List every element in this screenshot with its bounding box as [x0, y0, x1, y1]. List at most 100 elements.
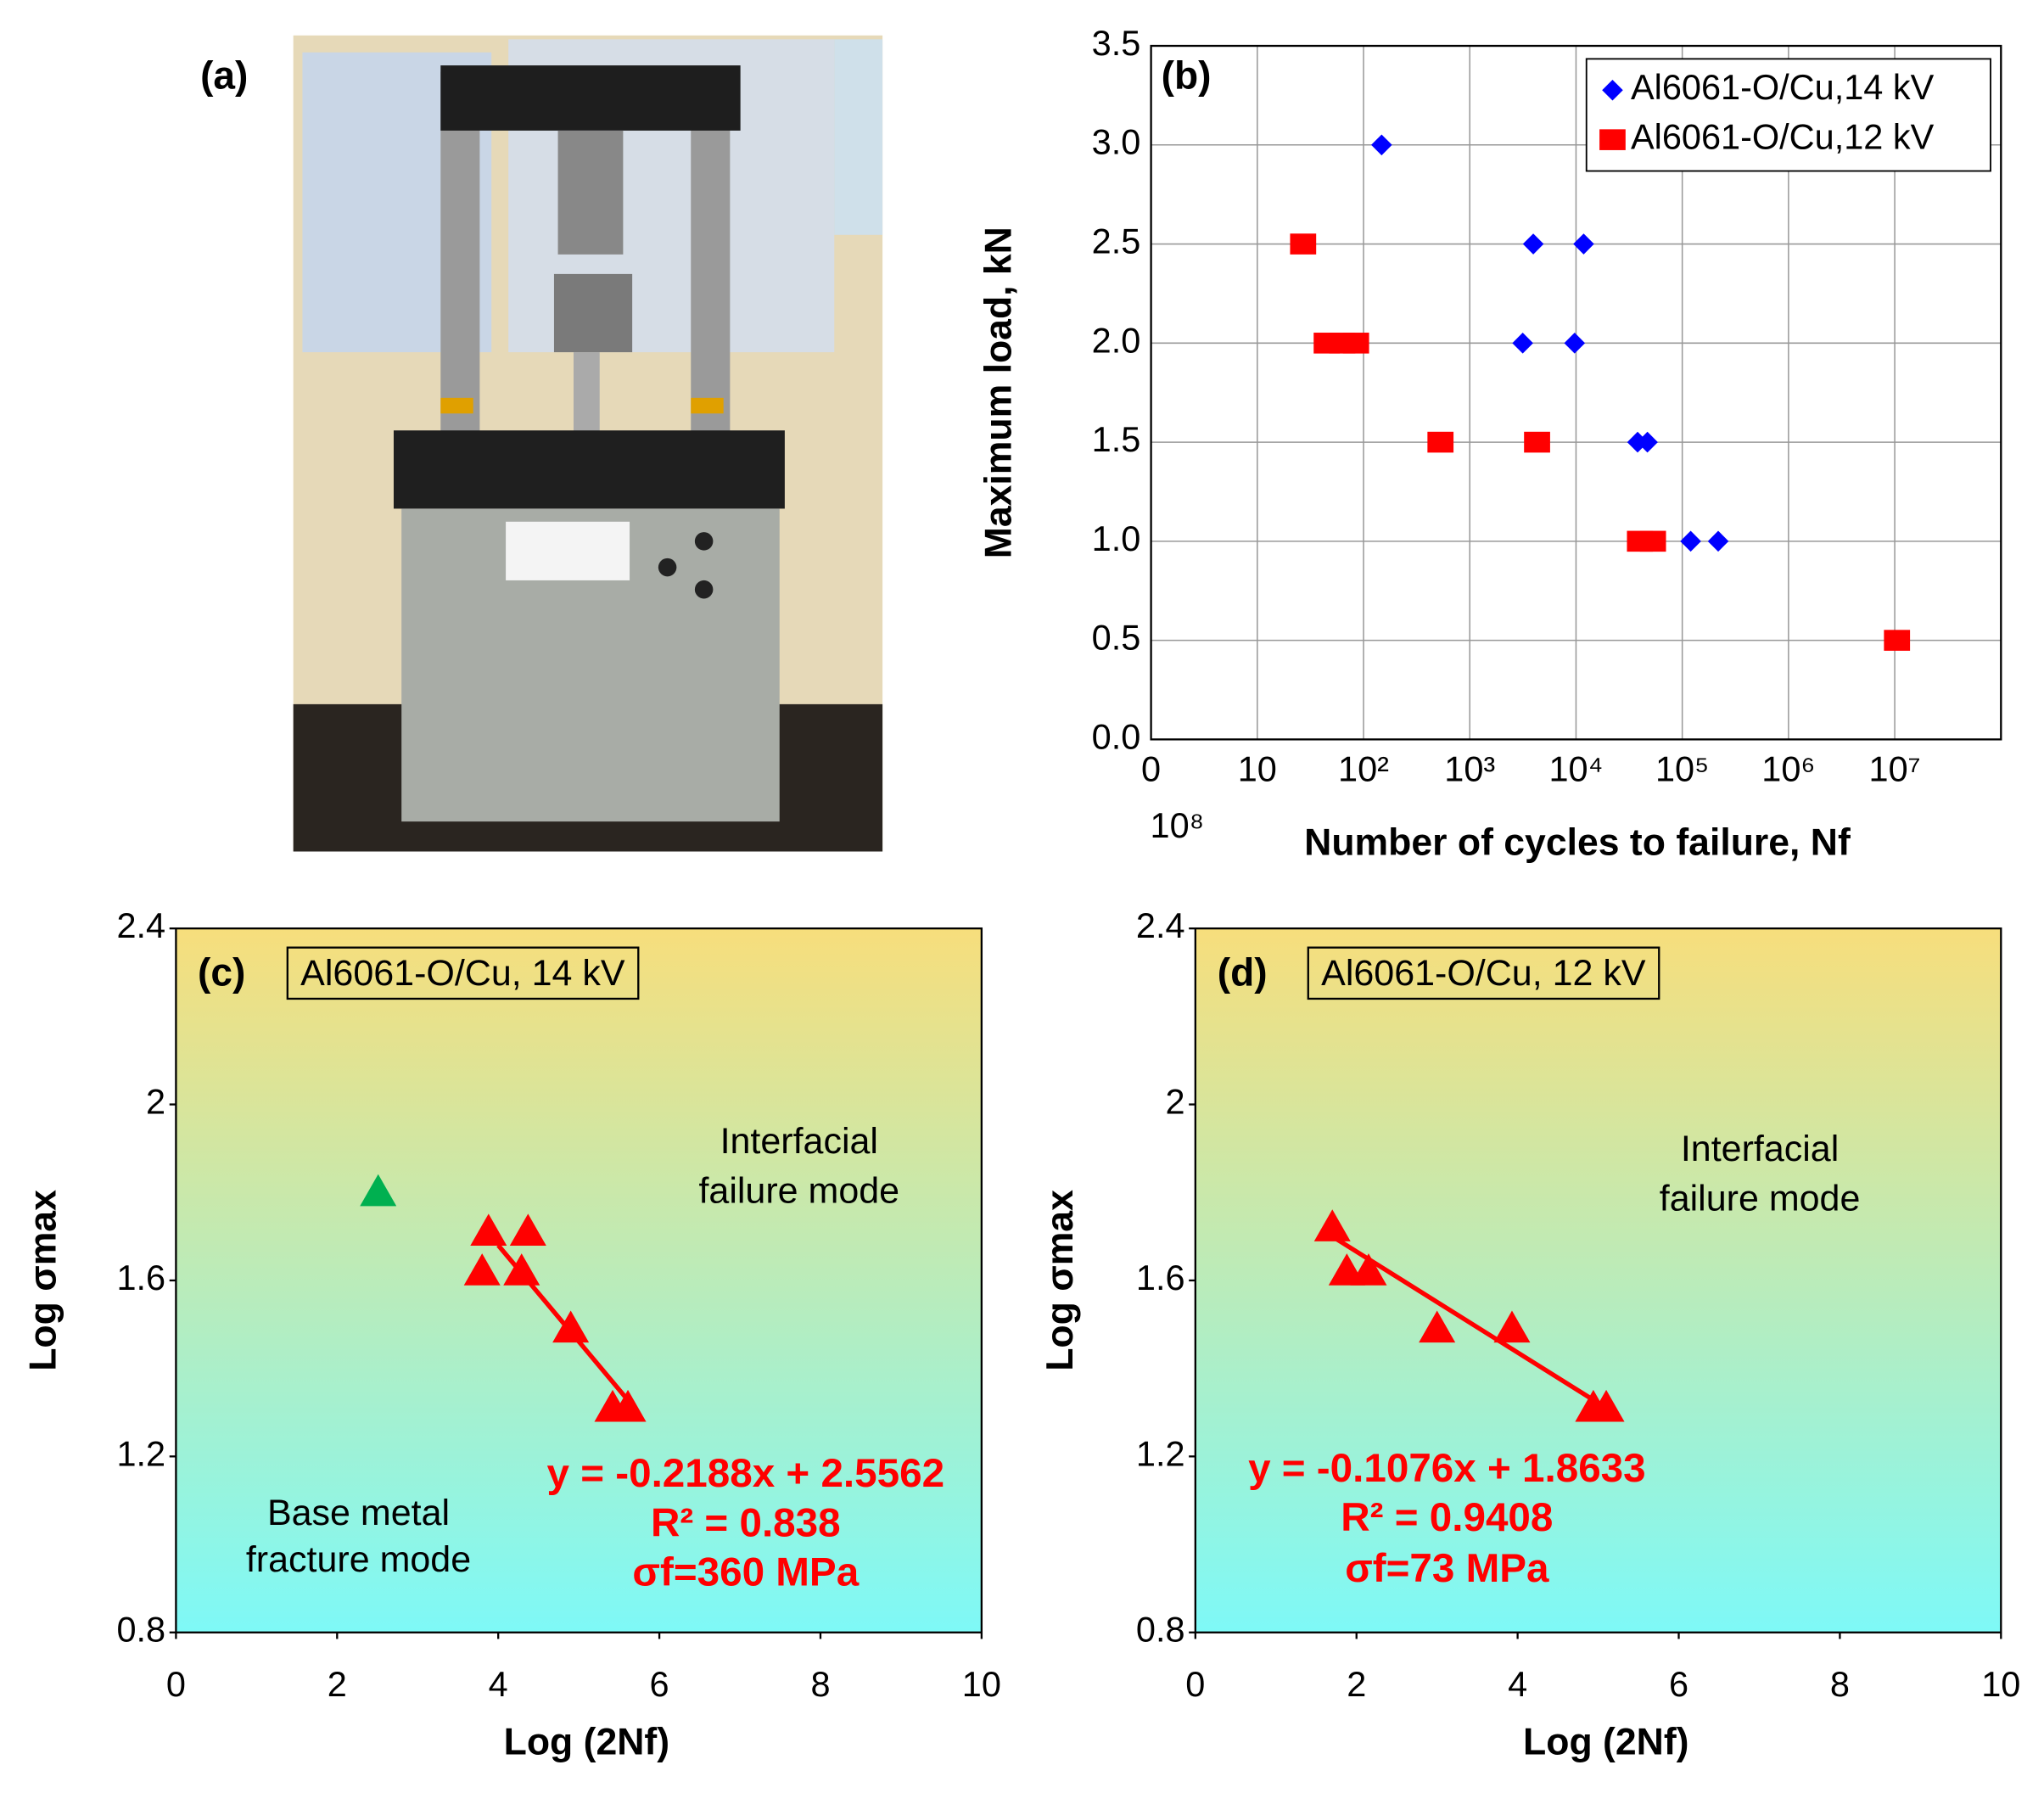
y-tick-label: 0.0: [1092, 716, 1141, 756]
point: [1350, 1253, 1387, 1286]
x-tick-label: 10⁵: [1655, 749, 1709, 789]
x-tick-label: 0: [166, 1664, 186, 1704]
x-tick-label: 10: [962, 1664, 1001, 1704]
point: [1639, 530, 1666, 552]
y-tick-label: 0.8: [1136, 1610, 1185, 1650]
equation: y = -0.2188x + 2.5562: [547, 1451, 945, 1496]
point: [1313, 1209, 1351, 1241]
x-tick-label: 10²: [1338, 749, 1389, 789]
annotation: (d): [1218, 950, 1268, 995]
annotation: Interfacial: [720, 1121, 878, 1162]
y-tick-label: 2: [1165, 1082, 1184, 1122]
annotation: Base metal: [267, 1493, 450, 1533]
legend-label: Al6061-O/Cu,12 kV: [1631, 117, 1935, 157]
label-box: [286, 946, 640, 1000]
y-tick-label: 1.2: [1136, 1433, 1185, 1473]
legend-box: [1585, 58, 1991, 172]
y-tick-label: 2: [146, 1082, 165, 1122]
point: [1522, 233, 1544, 255]
x-tick-label: 2: [1347, 1664, 1366, 1704]
point: [1342, 333, 1369, 354]
y-tick-label: 2.5: [1092, 221, 1141, 261]
point: [1371, 134, 1392, 156]
point: [1524, 431, 1550, 453]
x-axis-label: Log (2Nf): [504, 1722, 669, 1763]
point: [609, 1389, 647, 1422]
point: [360, 1174, 397, 1207]
x-tick-label: 0: [1185, 1664, 1205, 1704]
annotation: failure mode: [1660, 1179, 1861, 1219]
x-axis-label: Number of cycles to failure, Nf: [1304, 822, 1851, 864]
point: [552, 1310, 590, 1343]
point: [1290, 233, 1317, 255]
x-tick-label: 10³: [1444, 749, 1495, 789]
point: [1573, 233, 1594, 255]
point: [463, 1253, 501, 1286]
legend-marker: [1602, 79, 1623, 101]
y-tick-label: 1.2: [116, 1433, 165, 1473]
x-tick-label: 10⁴: [1548, 749, 1603, 789]
label-box: [1307, 946, 1660, 1000]
y-axis-label: Log σmax: [1039, 1190, 1081, 1371]
y-tick-label: 0.5: [1092, 618, 1141, 658]
annotation: failure mode: [698, 1170, 899, 1211]
x-tick-label: 10⁶: [1761, 749, 1815, 789]
x-tick-label: 4: [489, 1664, 508, 1704]
point: [1564, 333, 1586, 354]
x-tick-label: 2: [328, 1664, 347, 1704]
x-tick-label: 8: [1830, 1664, 1850, 1704]
equation: R² = 0.838: [651, 1500, 841, 1545]
annotation: Al6061-O/Cu, 14 kV: [300, 953, 625, 994]
x-tick-label: 0: [1141, 749, 1161, 789]
equation: y = -0.1076x + 1.8633: [1248, 1446, 1646, 1491]
y-tick-label: 3.0: [1092, 122, 1141, 162]
x-tick-label: 6: [1669, 1664, 1688, 1704]
y-tick-label: 0.8: [116, 1610, 165, 1650]
equation: σf=73 MPa: [1345, 1546, 1549, 1591]
fit-line: [1330, 1234, 1608, 1410]
panel-label: (a): [200, 53, 248, 98]
annotation: fracture mode: [246, 1539, 471, 1580]
y-tick-label: 2.0: [1092, 320, 1141, 360]
y-axis-label: Maximum load, kN: [978, 227, 1020, 558]
annotation: (c): [198, 950, 245, 995]
plot-area: [1195, 928, 2002, 1633]
legend-marker: [1599, 129, 1626, 150]
legend-label: Al6061-O/Cu,14 kV: [1631, 67, 1935, 107]
y-axis-label: Log σmax: [23, 1190, 64, 1371]
point: [1884, 630, 1911, 651]
x-tick-label: 10: [1238, 749, 1277, 789]
x-tick-label: 10⁷: [1869, 749, 1921, 789]
y-tick-label: 2.4: [116, 905, 165, 945]
x-axis-label: Log (2Nf): [1523, 1722, 1688, 1763]
y-tick-label: 1.6: [1136, 1258, 1185, 1297]
y-tick-label: 1.6: [116, 1258, 165, 1297]
point: [1493, 1310, 1531, 1343]
fit-line: [496, 1243, 630, 1401]
equation: σf=360 MPa: [632, 1550, 859, 1595]
photo: [293, 35, 883, 852]
point: [503, 1253, 540, 1286]
y-tick-label: 1.5: [1092, 419, 1141, 459]
point: [470, 1213, 507, 1247]
point: [1419, 1310, 1456, 1343]
annotation: Al6061-O/Cu, 12 kV: [1321, 953, 1646, 994]
y-tick-label: 1.0: [1092, 518, 1141, 558]
annotation: Interfacial: [1681, 1129, 1839, 1169]
x-tick-label: 6: [650, 1664, 669, 1704]
plot-border: [1150, 44, 2002, 741]
point: [509, 1213, 546, 1247]
point: [1427, 431, 1454, 453]
x-tick-label: 8: [810, 1664, 830, 1704]
y-tick-label: 3.5: [1092, 23, 1141, 63]
plot-border: [1194, 927, 2002, 1633]
x-tick-label: 4: [1508, 1664, 1527, 1704]
equation: R² = 0.9408: [1341, 1495, 1553, 1540]
x-tick-label: 10: [1981, 1664, 2020, 1704]
y-tick-label: 2.4: [1136, 905, 1185, 945]
x-tick-label: 10⁸: [1151, 805, 1205, 845]
plot-area: [176, 928, 982, 1633]
plot-border: [175, 927, 983, 1633]
